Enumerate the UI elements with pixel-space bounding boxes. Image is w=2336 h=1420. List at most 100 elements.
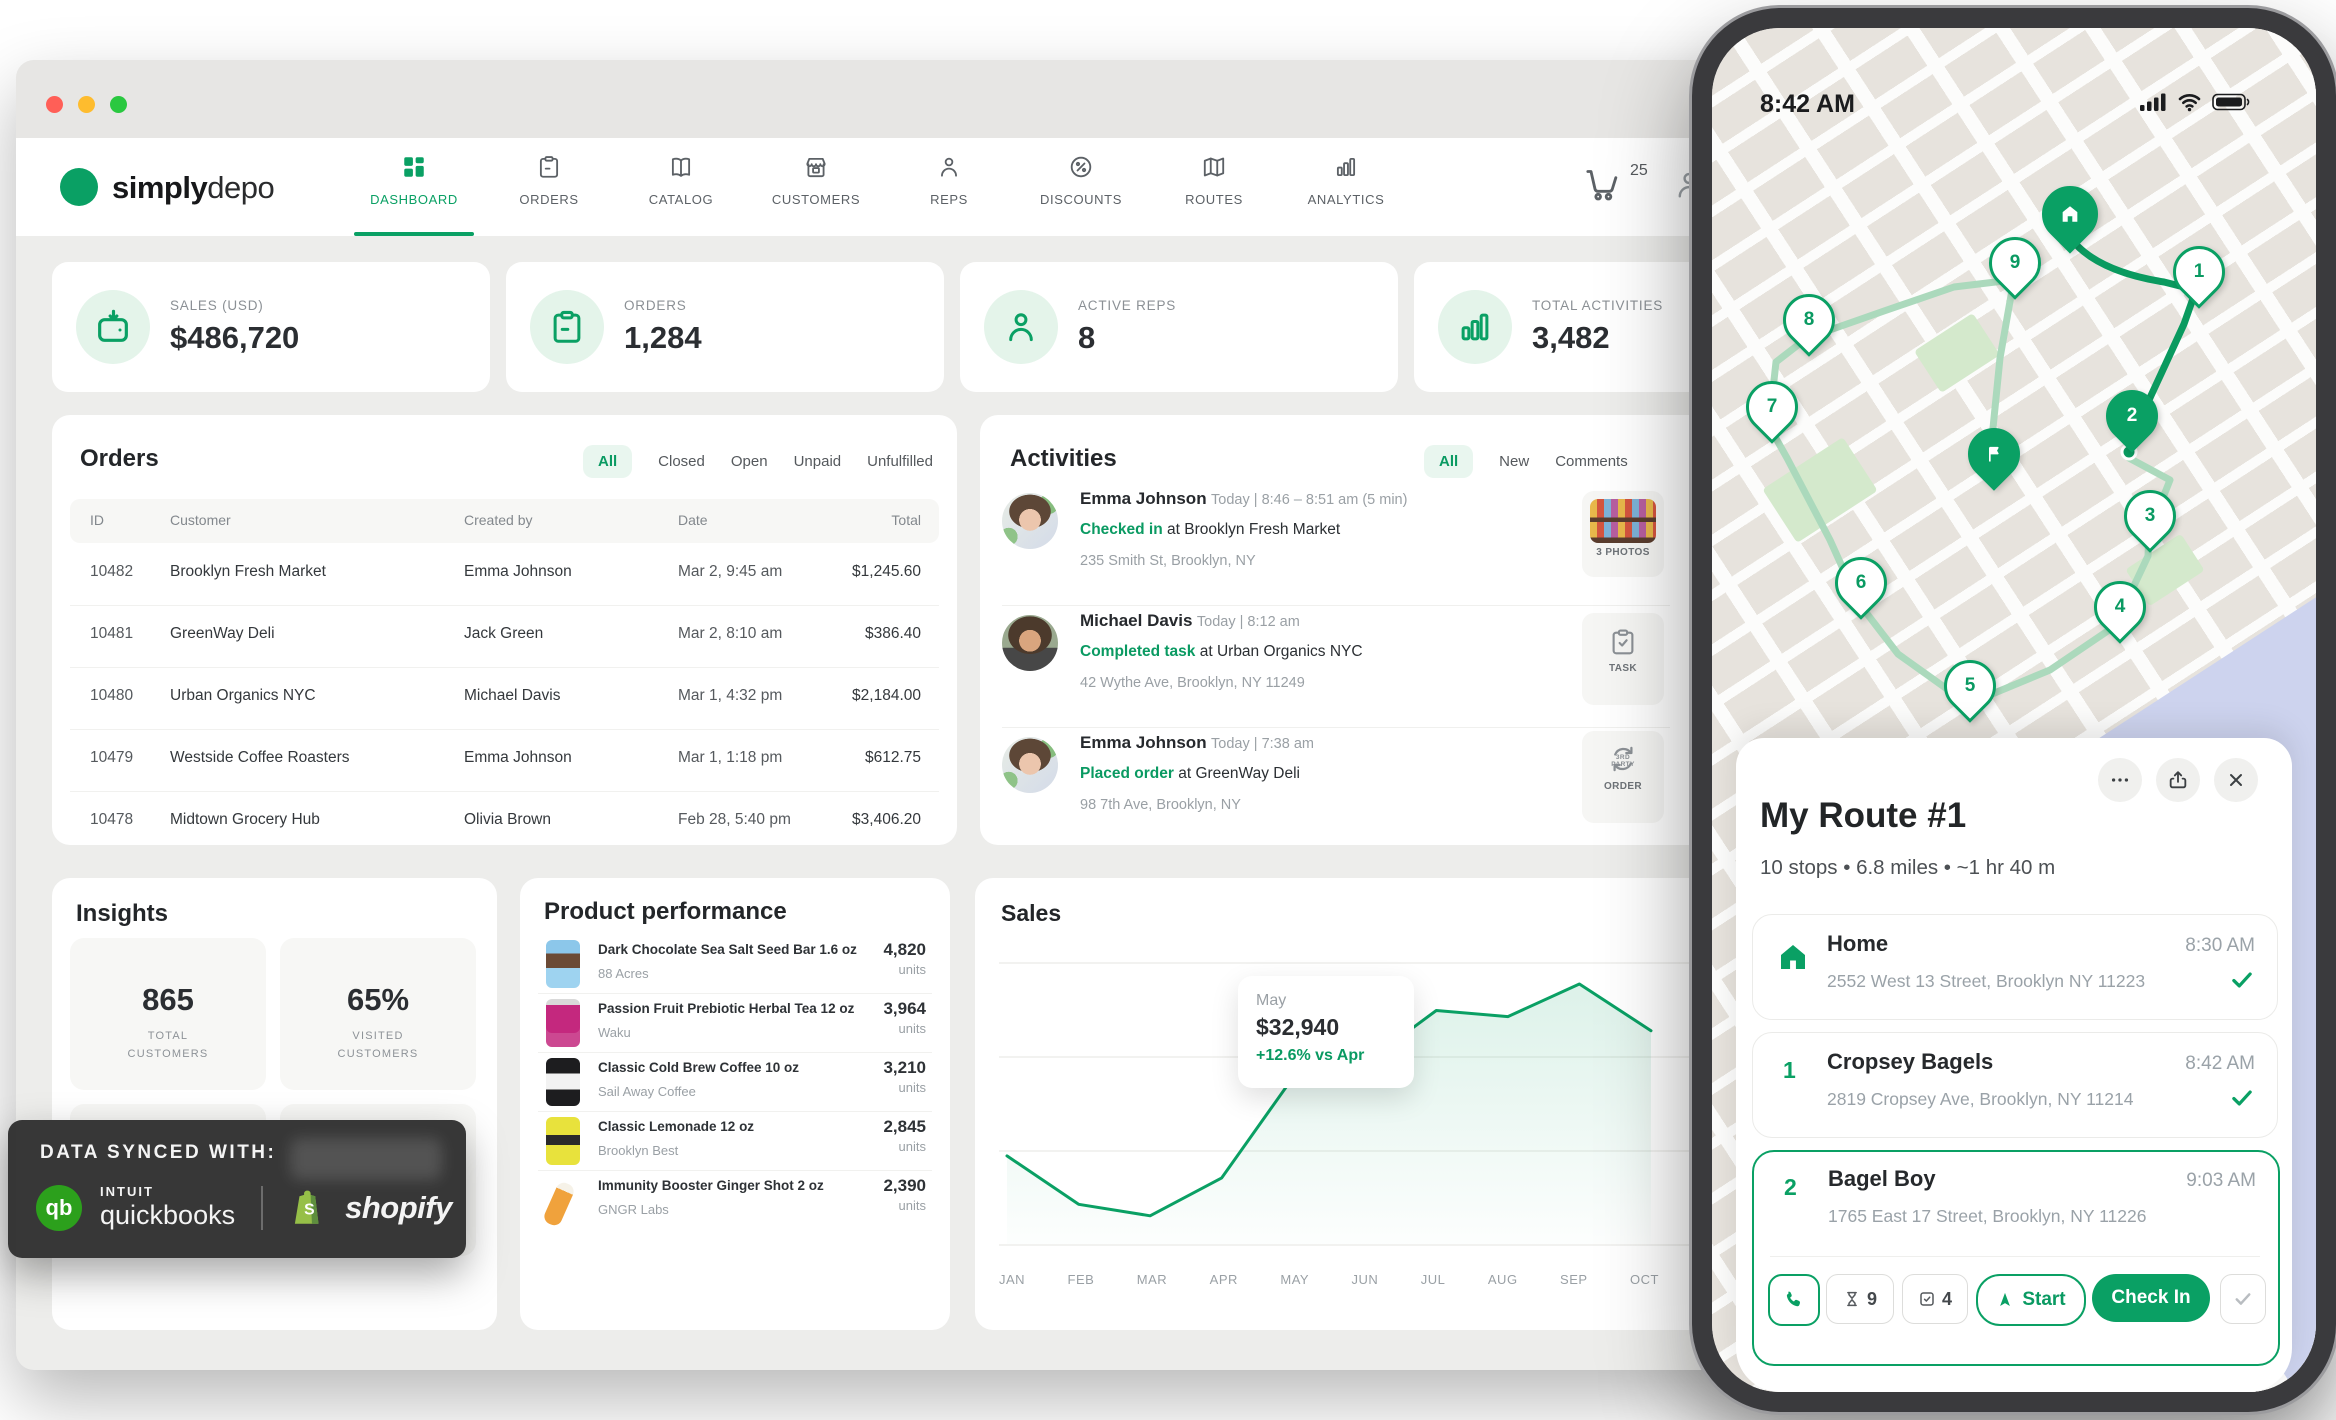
cart-button[interactable] [1582, 164, 1622, 204]
tasks-icon [1920, 1292, 1934, 1306]
list-item[interactable]: Classic Lemonade 12 oz Brooklyn Best 2,8… [538, 1111, 932, 1171]
minimize-window-button[interactable] [78, 96, 95, 113]
flag-map-pin[interactable] [1957, 417, 2031, 491]
activity-item[interactable]: Emma Johnson Today | 8:46 – 8:51 am (5 m… [980, 485, 1692, 603]
stop-address: 2552 West 13 Street, Brooklyn NY 11223 [1827, 971, 2146, 991]
orders-panel-title: Orders [80, 445, 159, 472]
product-brand: Waku [598, 1025, 631, 1040]
activity-item[interactable]: Michael Davis Today | 8:12 am Completed … [980, 607, 1692, 725]
tab-customers[interactable]: CUSTOMERS [754, 150, 878, 230]
wait-time-chip[interactable]: 9 [1826, 1274, 1894, 1324]
col-created-by: Created by [464, 512, 533, 528]
product-units: 2,845 [883, 1117, 926, 1136]
table-row[interactable]: 10479 Westside Coffee Roasters Emma John… [70, 729, 939, 792]
stop-eta: 8:42 AM [2185, 1053, 2255, 1074]
order-created-by: Emma Johnson [464, 563, 572, 580]
done-button[interactable] [2220, 1274, 2266, 1324]
wallet-icon [76, 290, 150, 364]
product-name: Classic Cold Brew Coffee 10 oz [598, 1060, 800, 1075]
synced-title: DATA SYNCED WITH: [40, 1142, 277, 1163]
zoom-window-button[interactable] [110, 96, 127, 113]
list-item[interactable]: Dark Chocolate Sea Salt Seed Bar 1.6 oz … [538, 934, 932, 994]
stop-card-1[interactable]: 1 Cropsey Bagels 8:42 AM 2819 Cropsey Av… [1752, 1032, 2278, 1138]
table-row[interactable]: 10482 Brooklyn Fresh Market Emma Johnson… [70, 543, 939, 606]
axis-tick: APR [1209, 1272, 1238, 1287]
avatar [1002, 493, 1058, 549]
check-icon [2235, 1293, 2251, 1305]
axis-tick: AUG [1487, 1272, 1518, 1287]
shopify-icon: S [294, 1190, 319, 1224]
insight-label: TOTAL CUSTOMERS [127, 1030, 209, 1060]
activity-address: 42 Wythe Ave, Brooklyn, NY 11249 [1080, 675, 1305, 691]
tab-reps[interactable]: REPS [906, 150, 992, 230]
list-item[interactable]: Immunity Booster Ginger Shot 2 oz GNGR L… [538, 1170, 932, 1229]
activity-photos-attachment[interactable]: 3 PHOTOS [1582, 491, 1664, 577]
orders-filter-closed[interactable]: Closed [658, 453, 705, 470]
task-icon [1612, 629, 1634, 655]
order-customer: GreenWay Deli [170, 625, 275, 642]
order-customer: Brooklyn Fresh Market [170, 563, 326, 580]
product-units: 2,390 [883, 1176, 926, 1195]
more-button[interactable] [2098, 758, 2142, 802]
product-image [546, 999, 580, 1047]
tab-dashboard[interactable]: DASHBOARD [354, 150, 474, 230]
start-button[interactable]: Start [1976, 1274, 2086, 1326]
axis-tick: FEB [1067, 1272, 1095, 1287]
activities-filter-new[interactable]: New [1499, 453, 1530, 470]
divider [1002, 605, 1670, 606]
status-time: 8:42 AM [1760, 90, 1855, 118]
tasks-chip[interactable]: 4 [1902, 1274, 1968, 1324]
activity-order-attachment[interactable]: 3RD PARTY ORDER [1582, 731, 1664, 823]
orders-table-header: ID Customer Created by Date Total [70, 499, 939, 543]
tab-routes[interactable]: ROUTES [1162, 150, 1266, 230]
units-suffix: units [898, 1198, 926, 1213]
product-brand: Sail Away Coffee [598, 1084, 696, 1099]
close-window-button[interactable] [46, 96, 63, 113]
shopify-logo: shopify [345, 1189, 452, 1225]
cart-count-badge: 25 [1630, 162, 1648, 179]
insight-card-total-customers: 865 TOTAL CUSTOMERS [70, 938, 266, 1090]
axis-tick: OCT [1630, 1272, 1659, 1287]
activities-filter-all[interactable]: All [1424, 445, 1474, 478]
signal-icon [2140, 93, 2166, 111]
stop-card-2-active[interactable]: 2 Bagel Boy 9:03 AM 1765 East 17 Street,… [1752, 1150, 2280, 1366]
home-map-pin[interactable] [2030, 174, 2110, 254]
table-row[interactable]: 10478 Midtown Grocery Hub Olivia Brown F… [70, 791, 939, 853]
activities-filter-comments[interactable]: Comments [1555, 453, 1628, 470]
table-row[interactable]: 10480 Urban Organics NYC Michael Davis M… [70, 667, 939, 730]
table-row[interactable]: 10481 GreenWay Deli Jack Green Mar 2, 8:… [70, 605, 939, 668]
check-in-button[interactable]: Check In [2092, 1274, 2210, 1322]
tab-discounts[interactable]: DISCOUNTS [1016, 150, 1146, 230]
product-name: Passion Fruit Prebiotic Herbal Tea 12 oz [598, 1001, 855, 1016]
tab-catalog[interactable]: CATALOG [626, 150, 736, 230]
activity-task-attachment[interactable]: TASK [1582, 613, 1664, 705]
phone-mockup: 1 2 3 4 5 6 7 8 9 8:42 AM [1692, 8, 2336, 1412]
activity-rep-name: Emma Johnson [1080, 733, 1207, 752]
share-button[interactable] [2156, 758, 2200, 802]
stop-name: Bagel Boy [1828, 1166, 1936, 1191]
discount-badge-icon [1016, 154, 1146, 184]
product-brand: 88 Acres [598, 966, 649, 981]
close-icon [2230, 774, 2242, 786]
order-date: Mar 1, 4:32 pm [678, 687, 783, 704]
orders-filter-open[interactable]: Open [730, 453, 768, 470]
insight-value: 65% [346, 982, 410, 1017]
tooltip-month: May [1256, 992, 1287, 1009]
stop-card-home[interactable]: Home 8:30 AM 2552 West 13 Street, Brookl… [1752, 914, 2278, 1020]
check-icon [2232, 972, 2252, 988]
orders-filter-all[interactable]: All [583, 445, 633, 478]
insight-value: 865 [142, 982, 194, 1017]
close-button[interactable] [2214, 758, 2258, 802]
list-item[interactable]: Classic Cold Brew Coffee 10 oz Sail Away… [538, 1052, 932, 1112]
tab-orders[interactable]: ORDERS [499, 150, 599, 230]
phone-screen: 1 2 3 4 5 6 7 8 9 8:42 AM [1712, 28, 2316, 1392]
tooltip-value: $32,940 [1256, 1014, 1340, 1040]
orders-filter-unfulfilled[interactable]: Unfulfilled [867, 453, 933, 470]
list-item[interactable]: Passion Fruit Prebiotic Herbal Tea 12 oz… [538, 993, 932, 1053]
tab-analytics[interactable]: ANALYTICS [1288, 150, 1404, 230]
task-label: TASK [1608, 663, 1638, 674]
call-button[interactable] [1768, 1274, 1820, 1326]
product-brand: GNGR Labs [598, 1202, 669, 1217]
activity-item[interactable]: Emma Johnson Today | 7:38 am Placed orde… [980, 729, 1692, 841]
orders-filter-unpaid[interactable]: Unpaid [793, 453, 842, 470]
